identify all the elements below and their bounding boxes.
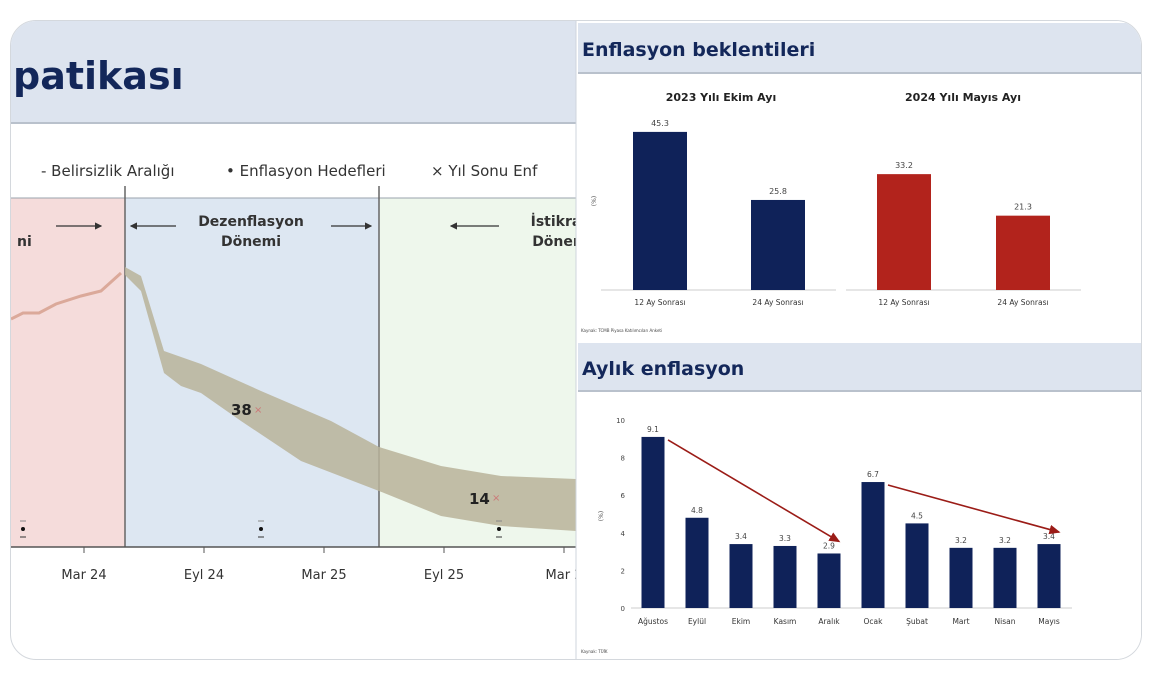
period-labels: ni Dezenflasyon Dönemi İstikra Döner — [17, 213, 581, 250]
bar-value-label: 3.4 — [1043, 532, 1055, 541]
y-tick-label: 10 — [616, 417, 625, 425]
y-tick-label: 4 — [621, 530, 626, 538]
composite-charts: patikası - Belirsizlik Aralığı • Enflasy… — [11, 21, 1141, 659]
inflation-target-markers — [20, 520, 502, 538]
y-tick-label: 0 — [621, 605, 625, 613]
bar-value-label: 9.1 — [647, 425, 659, 434]
monthly-inflation-chart: 0 2 4 6 8 10 (%) 9.1 Ağustos 4.8 Eylül 3.4 Ekim 3.3 Ka… — [598, 417, 1072, 626]
bar-value-label: 3.3 — [779, 534, 791, 543]
period-label-1: ni — [17, 234, 32, 250]
bar-value-label: 4.5 — [911, 511, 923, 520]
y-axis-label: (%) — [591, 196, 598, 206]
trend-arrow — [667, 439, 841, 543]
legend-uncertainty-range: - Belirsizlik Aralığı — [41, 162, 175, 180]
category-label: 24 Ay Sonrası — [997, 298, 1048, 307]
year-end-marker-icon: × — [492, 493, 500, 504]
x-tick-label: Eyl 25 — [424, 568, 464, 583]
bar — [773, 545, 797, 608]
left-header-band — [11, 21, 576, 123]
legend-year-end-inflation: × Yıl Sonu Enf — [431, 162, 538, 180]
category-label: Kasım — [774, 617, 797, 626]
category-label: 12 Ay Sonrası — [878, 298, 929, 307]
bar-value-label: 21.3 — [1014, 203, 1032, 212]
bar — [905, 523, 929, 608]
target-dot — [497, 527, 501, 531]
category-label: Şubat — [906, 617, 928, 626]
bar-value-label: 45.3 — [651, 119, 669, 128]
legend: - Belirsizlik Aralığı • Enflasyon Hedefl… — [41, 162, 538, 180]
bar-value-label: 4.8 — [691, 506, 703, 515]
bar — [633, 131, 687, 290]
period-label-stability-2: Döner — [532, 234, 580, 250]
bar — [993, 547, 1017, 608]
bar — [817, 553, 841, 608]
category-label: Eylül — [688, 617, 706, 626]
bar — [751, 199, 805, 290]
bar — [877, 174, 931, 290]
y-tick-label: 6 — [621, 492, 626, 500]
annotation-14: 14 — [469, 490, 490, 508]
bar-value-label: 3.4 — [735, 532, 747, 541]
category-label: Mart — [952, 617, 969, 626]
monthly-source: Kaynak: TÜİK — [581, 649, 608, 654]
period-label-stability: İstikra — [531, 213, 582, 230]
bar-value-label: 6.7 — [867, 470, 879, 479]
category-label: Nisan — [995, 617, 1016, 626]
category-label: 24 Ay Sonrası — [752, 298, 803, 307]
bar-value-label: 2.9 — [823, 541, 835, 550]
period-label-disinflation-2: Dönemi — [221, 234, 281, 250]
bar — [996, 215, 1050, 290]
category-label: Mayıs — [1038, 617, 1060, 626]
period-label-disinflation: Dezenflasyon — [198, 214, 304, 230]
left-title: patikası — [13, 54, 184, 98]
category-label: Ekim — [732, 617, 750, 626]
monthly-header-band — [578, 343, 1141, 391]
annotation-38: 38 — [231, 401, 252, 419]
y-tick-label: 8 — [621, 455, 625, 463]
x-tick-label: Mar 2 — [546, 568, 583, 583]
subchart-title: 2024 Yılı Mayıs Ayı — [905, 91, 1021, 104]
bar — [949, 547, 973, 608]
target-dot — [21, 527, 25, 531]
bar — [641, 436, 665, 608]
expectations-title: Enflasyon beklentileri — [582, 39, 815, 61]
expectations-header-band — [578, 23, 1141, 73]
category-label: Ağustos — [638, 617, 668, 626]
period-zone-1 — [11, 198, 125, 547]
bar — [729, 544, 753, 608]
bar-value-label: 3.2 — [955, 536, 967, 545]
forecast-uncertainty-band — [125, 267, 576, 531]
category-label: 12 Ay Sonrası — [634, 298, 685, 307]
screenshot-frame: patikası - Belirsizlik Aralığı • Enflasy… — [10, 20, 1142, 660]
bar — [685, 517, 709, 608]
y-axis-label: (%) — [598, 511, 605, 521]
y-tick-label: 2 — [621, 567, 625, 575]
realized-inflation-line — [11, 271, 123, 321]
legend-inflation-targets: • Enflasyon Hedefleri — [226, 162, 386, 180]
x-axis-ticks: Mar 24 Eyl 24 Mar 25 Eyl 25 Mar 2 — [61, 547, 582, 583]
year-end-marker-icon: × — [254, 405, 262, 416]
bar — [1037, 544, 1061, 608]
x-tick-label: Mar 25 — [301, 568, 346, 583]
category-label: Aralık — [818, 617, 840, 626]
bar-value-label: 3.2 — [999, 536, 1011, 545]
bar-value-label: 25.8 — [769, 187, 787, 196]
bar — [861, 482, 885, 608]
category-label: Ocak — [864, 617, 884, 626]
bar-value-label: 33.2 — [895, 161, 913, 170]
x-tick-label: Eyl 24 — [184, 568, 224, 583]
expectations-charts: 2023 Yılı Ekim Ayı 45.3 12 Ay Sonrası 25.8 2… — [591, 91, 1081, 307]
monthly-title: Aylık enflasyon — [582, 358, 744, 380]
target-dot — [259, 527, 263, 531]
subchart-title: 2023 Yılı Ekim Ayı — [666, 91, 777, 104]
expectations-source: Kaynak: TCMB Piyasa Katılımcıları Anketi — [581, 328, 662, 333]
period-zone-disinflation — [125, 198, 379, 547]
x-tick-label: Mar 24 — [61, 568, 106, 583]
trend-arrow — [887, 484, 1061, 535]
